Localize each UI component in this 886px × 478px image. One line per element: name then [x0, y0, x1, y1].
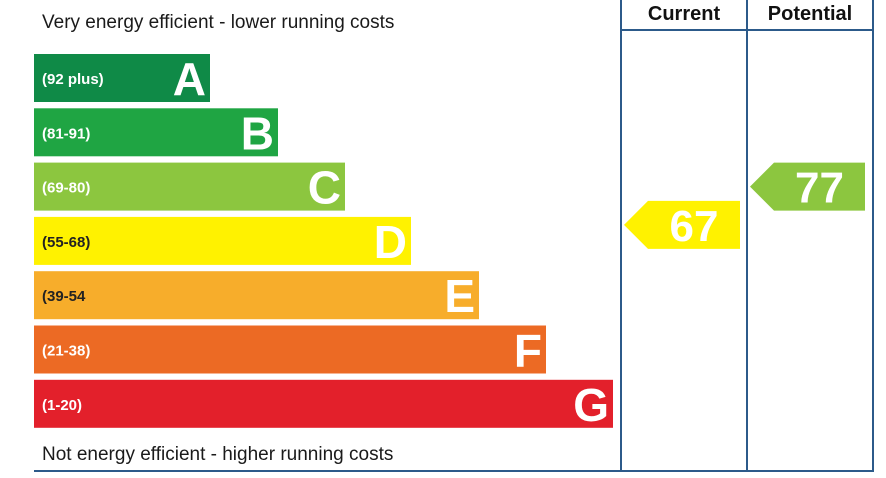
header-bottom-line [620, 29, 874, 31]
band-b-bar [34, 108, 278, 157]
potential-rating-value: 77 [795, 164, 844, 213]
band-a-range: (92 plus) [42, 71, 104, 88]
band-c-bar [34, 162, 345, 211]
band-f-range: (21-38) [42, 343, 90, 360]
band-g-range: (1-20) [42, 397, 82, 414]
band-c-range: (69-80) [42, 180, 90, 197]
chart-bottom-line [34, 470, 874, 472]
band-f-letter: F [514, 325, 542, 377]
band-e-range: (39-54 [42, 288, 86, 305]
top-caption: Very energy efficient - lower running co… [42, 12, 395, 33]
band-b-range: (81-91) [42, 125, 90, 142]
band-g-letter: G [573, 379, 609, 431]
band-e-letter: E [444, 270, 475, 322]
potential-column-header: Potential [767, 3, 853, 25]
band-d-letter: D [374, 216, 407, 268]
band-d-range: (55-68) [42, 234, 90, 251]
band-b-letter: B [241, 107, 274, 159]
band-g-bar [34, 379, 613, 428]
potential-column-right-line [872, 0, 874, 472]
current-rating-value: 67 [670, 202, 719, 251]
column-divider-line [746, 0, 748, 472]
band-d-bar [34, 216, 411, 265]
current-rating-arrow [624, 200, 740, 249]
current-column-header: Current [647, 3, 721, 25]
potential-rating-arrow [750, 162, 865, 211]
band-a-bar [34, 54, 210, 102]
bottom-caption: Not energy efficient - higher running co… [42, 444, 394, 465]
band-a-letter: A [173, 53, 206, 105]
band-f-bar [34, 325, 546, 374]
band-c-letter: C [308, 162, 341, 214]
current-column-left-line [620, 0, 622, 472]
band-e-bar [34, 271, 479, 320]
